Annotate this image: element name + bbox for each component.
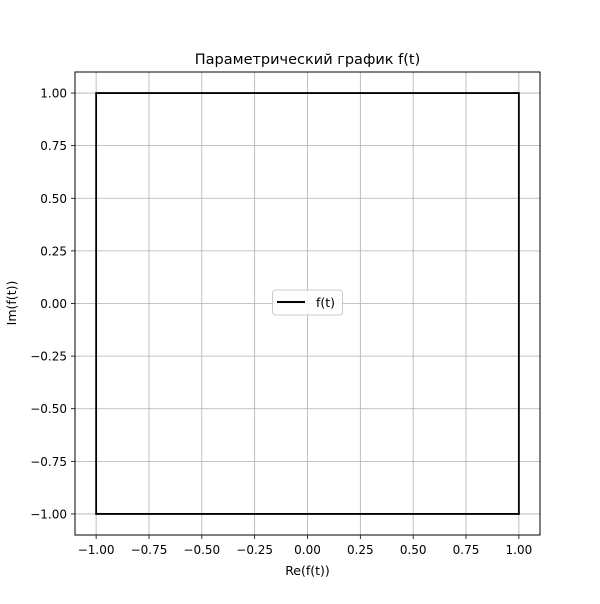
series-layer xyxy=(95,92,520,515)
x-tick-label: −0.25 xyxy=(236,543,273,557)
y-tick-label: 0.00 xyxy=(40,297,67,311)
chart-title: Параметрический график f(t) xyxy=(195,52,421,68)
data-point xyxy=(517,513,520,515)
x-tick-label: −0.75 xyxy=(131,543,168,557)
x-tick-label: 1.00 xyxy=(506,543,533,557)
data-point xyxy=(517,92,520,94)
legend: f(t) xyxy=(272,289,343,316)
x-axis-label: Re(f(t)) xyxy=(285,563,330,578)
y-tick-label: 0.75 xyxy=(40,139,67,153)
legend-entry-label: f(t) xyxy=(316,295,335,310)
y-tick-label: −1.00 xyxy=(30,507,67,521)
y-axis-ticks: −1.00 −0.75 −0.50 −0.25 0.00 0.25 0.50 0.75 1.00 xyxy=(30,87,75,521)
x-axis-ticks: −1.00 −0.75 −0.50 −0.25 0.00 0.25 0.50 0.75 1.00 xyxy=(78,535,532,557)
y-tick-label: −0.50 xyxy=(30,402,67,416)
y-tick-label: 1.00 xyxy=(40,87,67,101)
x-tick-label: −0.50 xyxy=(183,543,220,557)
x-tick-label: −1.00 xyxy=(78,543,115,557)
y-tick-label: −0.75 xyxy=(30,455,67,469)
data-point xyxy=(95,513,98,515)
x-tick-label: 0.25 xyxy=(347,543,374,557)
y-tick-label: 0.50 xyxy=(40,192,67,206)
y-tick-label: −0.25 xyxy=(30,350,67,364)
y-axis-label: Im(f(t)) xyxy=(4,281,19,326)
data-point xyxy=(95,92,98,94)
x-tick-label: 0.75 xyxy=(453,543,480,557)
x-tick-label: 0.50 xyxy=(400,543,427,557)
y-tick-label: 0.25 xyxy=(40,244,67,258)
legend-box xyxy=(272,289,343,316)
x-tick-label: 0.00 xyxy=(294,543,321,557)
